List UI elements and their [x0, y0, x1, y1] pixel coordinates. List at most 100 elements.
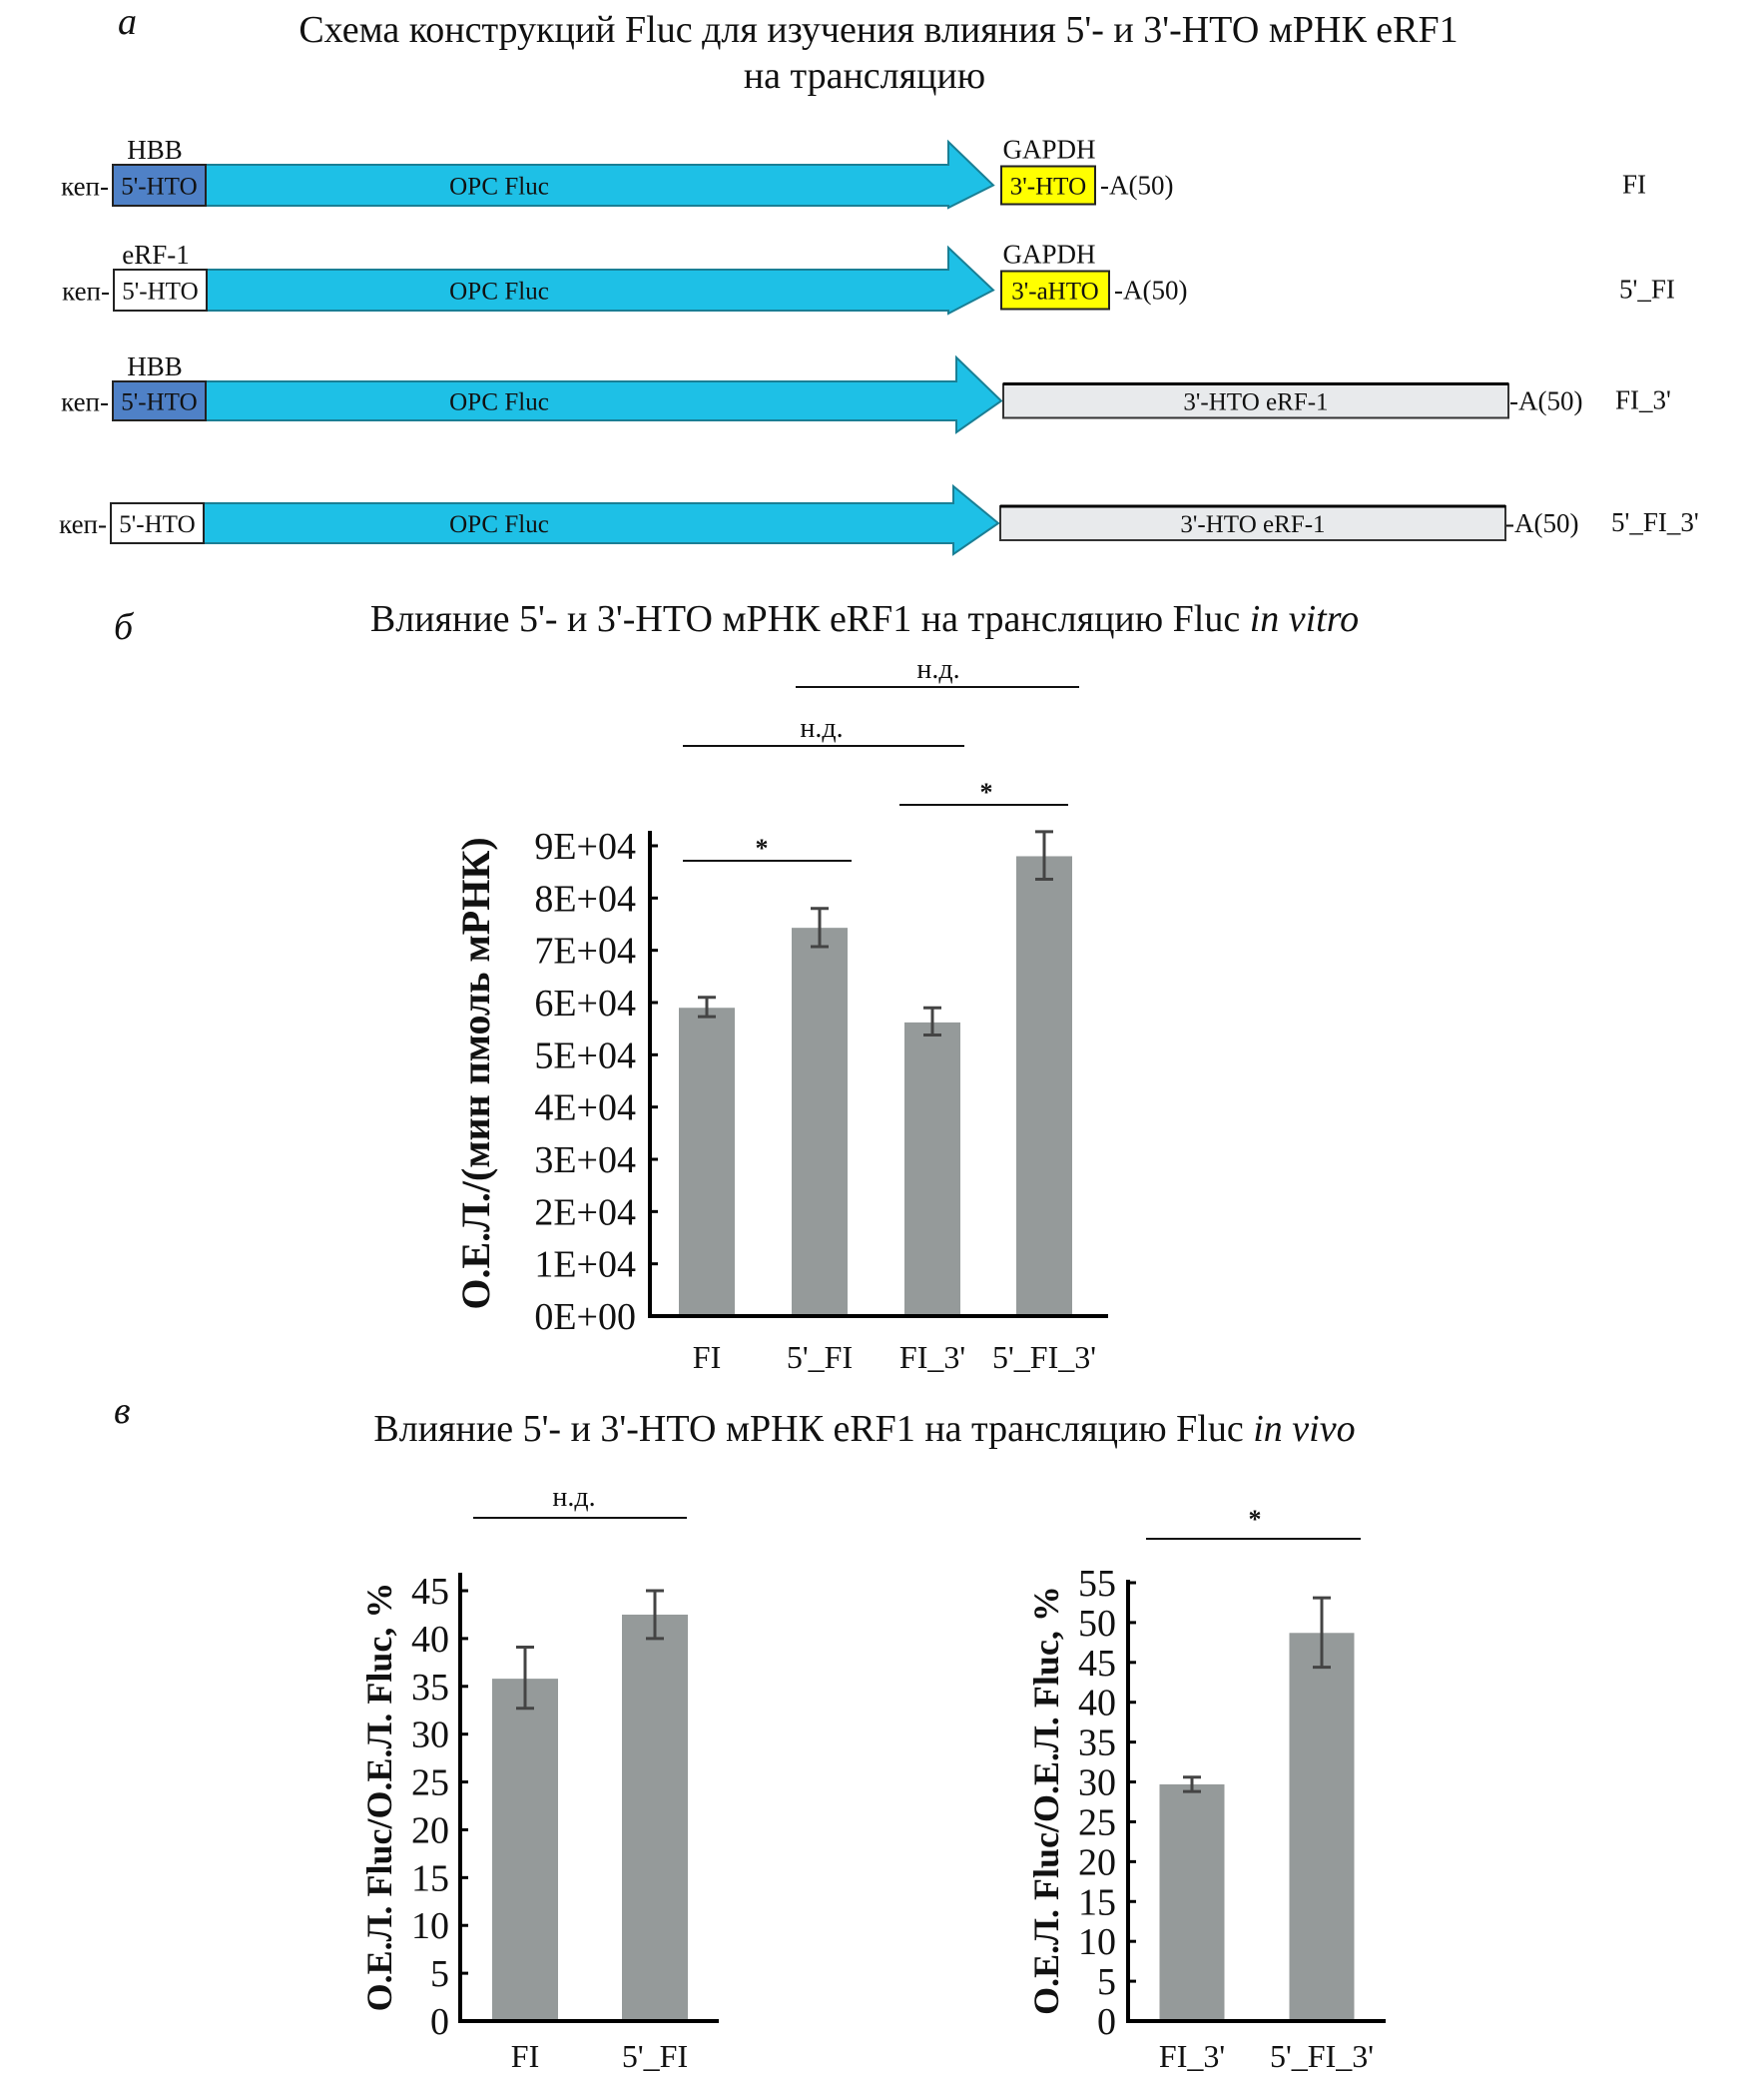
y-tick-label: 45: [411, 1571, 449, 1613]
utr5-label: 5'-НТО: [119, 511, 195, 538]
y-tick-label: 8E+04: [534, 878, 636, 920]
y-tick-label: 0: [430, 2001, 449, 2043]
utr3-label: 3'-НТО eRF-1: [1183, 389, 1328, 416]
chart-in-vivo-5utr: FI 5'_FI 0 5 10 15 20 25 30 35 40 45 О.Е.Л. Fluc/О.Е…: [359, 1482, 719, 2073]
construct-name: FI: [1622, 170, 1646, 200]
polya-label: -A(50): [1114, 276, 1187, 306]
construct-name: FI_3': [1615, 385, 1671, 415]
y-tick-label: 20: [411, 1809, 449, 1851]
panel-c-title-italic: in vivo: [1253, 1408, 1355, 1450]
cap-label: кеп-: [61, 387, 109, 417]
bar-FI: [679, 1008, 735, 1316]
orf-arrow: [205, 139, 995, 210]
utr5-box: [113, 269, 208, 312]
significance-label: н.д.: [916, 654, 959, 685]
y-tick-label: 1E+04: [534, 1244, 636, 1286]
y-tick-label: 40: [411, 1619, 449, 1661]
bar-FI: [492, 1679, 558, 2021]
y-tick-label: 40: [1078, 1683, 1116, 1725]
bar-5'_FI: [622, 1614, 688, 2021]
panel-b-title-italic: in vitro: [1250, 598, 1359, 640]
y-tick-label: 7E+04: [534, 931, 636, 973]
y-tick-label: 0: [1097, 2001, 1116, 2043]
y-tick-label: 30: [411, 1715, 449, 1756]
y-tick-label: 35: [411, 1667, 449, 1709]
x-tick-label: 5'_FI: [787, 1339, 853, 1375]
y-axis-title: О.Е.Л./(мин пмоль мРНК): [453, 837, 498, 1309]
cap-label: кеп-: [61, 172, 109, 202]
utr5-box: [112, 380, 207, 421]
y-tick-label: 30: [1078, 1762, 1116, 1804]
utr5-source-label: HBB: [127, 135, 183, 165]
y-tick-label: 3E+04: [534, 1139, 636, 1181]
panel-b-title-text: Влияние 5'- и 3'-НТО мРНК eRF1 на трансл…: [370, 598, 1250, 640]
construct-name: 5'_FI: [1619, 275, 1675, 305]
utr3-box: [1000, 270, 1110, 311]
construct-row: кеп- ОРС Fluc 5'-НТО HBB 3'-НТО GAPDH-A(50) FI: [61, 135, 1646, 210]
panel-c-title: Влияние 5'- и 3'-НТО мРНК eRF1 на трансл…: [373, 1408, 1355, 1450]
utr5-box: [112, 164, 207, 207]
y-tick-label: 25: [411, 1762, 449, 1804]
utr5-label: 5'-НТО: [122, 279, 198, 306]
polya-label: -A(50): [1509, 386, 1582, 416]
bar-FI_3': [904, 1022, 960, 1316]
polya-label: -A(50): [1100, 171, 1173, 201]
y-tick-label: 5: [430, 1953, 449, 1995]
polya-label: -A(50): [1505, 508, 1578, 538]
y-tick-label: 10: [1078, 1921, 1116, 1963]
y-tick-label: 15: [411, 1857, 449, 1899]
y-tick-label: 5: [1097, 1961, 1116, 2003]
utr5-source-label: eRF-1: [122, 240, 190, 270]
orf-arrow: [206, 245, 995, 316]
y-tick-label: 9E+04: [534, 826, 636, 868]
chart-in-vitro: FI 5'_FI FI_3' 5'_FI_3' 0E+00 1E+04 2E+04 3E+04…: [453, 654, 1108, 1375]
orf-label: ОРС Fluc: [449, 389, 549, 416]
y-tick-label: 5E+04: [534, 1035, 636, 1076]
construct-row: кеп- ОРС Fluc 5'-НТО HBB 3'-НТО eRF-1 -A(50) F…: [61, 351, 1671, 434]
bar-5'_FI: [792, 928, 848, 1316]
cap-label: кеп-: [62, 277, 110, 307]
y-tick-label: 25: [1078, 1801, 1116, 1843]
orf-label: ОРС Fluc: [449, 279, 549, 306]
orf-label: ОРС Fluc: [449, 174, 549, 201]
construct-list: кеп- ОРС Fluc 5'-НТО HBB 3'-НТО GAPDH -A(50) FI…: [59, 135, 1699, 556]
y-tick-label: 2E+04: [534, 1191, 636, 1233]
y-tick-label: 10: [411, 1905, 449, 1947]
panel-c-title-text: Влияние 5'- и 3'-НТО мРНК eRF1 на трансл…: [373, 1408, 1253, 1450]
significance-label: *: [1249, 1505, 1262, 1534]
panel-c: в Влияние 5'- и 3'-НТО мРНК eRF1 на тран…: [114, 1390, 1386, 2073]
construct-row: кеп- ОРС Fluc 5'-НТО 3'-НТО eRF-1 -A(50) 5'_F…: [59, 483, 1699, 556]
panel-c-letter: в: [114, 1390, 131, 1432]
x-tick-label: FI_3': [899, 1339, 965, 1375]
x-tick-label: 5'_FI_3': [1270, 2038, 1374, 2073]
panel-b: б Влияние 5'- и 3'-НТО мРНК eRF1 на тран…: [114, 598, 1359, 1375]
bar-5'_FI_3': [1289, 1633, 1355, 2021]
panel-b-letter: б: [114, 606, 135, 648]
significance-label: *: [756, 834, 769, 863]
utr3-source-label: GAPDH: [1002, 240, 1095, 270]
y-tick-label: 0E+00: [534, 1296, 636, 1338]
panel-a: а Схема конструкций Fluc для изучения вл…: [59, 1, 1699, 556]
panel-a-title-line1: Схема конструкций Fluc для изучения влия…: [298, 9, 1458, 51]
orf-arrow: [203, 483, 1000, 556]
significance-label: н.д.: [552, 1482, 595, 1513]
significance-label: н.д.: [800, 713, 843, 744]
orf-arrow: [205, 354, 1003, 434]
panel-a-letter: а: [118, 1, 137, 43]
panel-a-title-line2: на трансляцию: [744, 55, 985, 97]
y-tick-label: 20: [1078, 1841, 1116, 1883]
x-tick-label: 5'_FI: [622, 2038, 688, 2073]
utr3-box: [1002, 382, 1509, 419]
utr3-box: [1000, 165, 1096, 206]
panel-b-title: Влияние 5'- и 3'-НТО мРНК eRF1 на трансл…: [370, 598, 1359, 640]
utr3-label: 3'-aНТО: [1011, 279, 1098, 306]
utr5-label: 5'-НТО: [121, 174, 197, 201]
cap-label: кеп-: [59, 509, 107, 539]
y-tick-label: 55: [1078, 1563, 1116, 1605]
y-axis-title: О.Е.Л. Fluc/О.Е.Л. Fluc, %: [359, 1583, 399, 2012]
utr3-label: 3'-НТО: [1010, 174, 1086, 201]
x-tick-label: FI_3': [1159, 2038, 1225, 2073]
y-tick-label: 50: [1078, 1603, 1116, 1645]
y-tick-label: 45: [1078, 1643, 1116, 1685]
